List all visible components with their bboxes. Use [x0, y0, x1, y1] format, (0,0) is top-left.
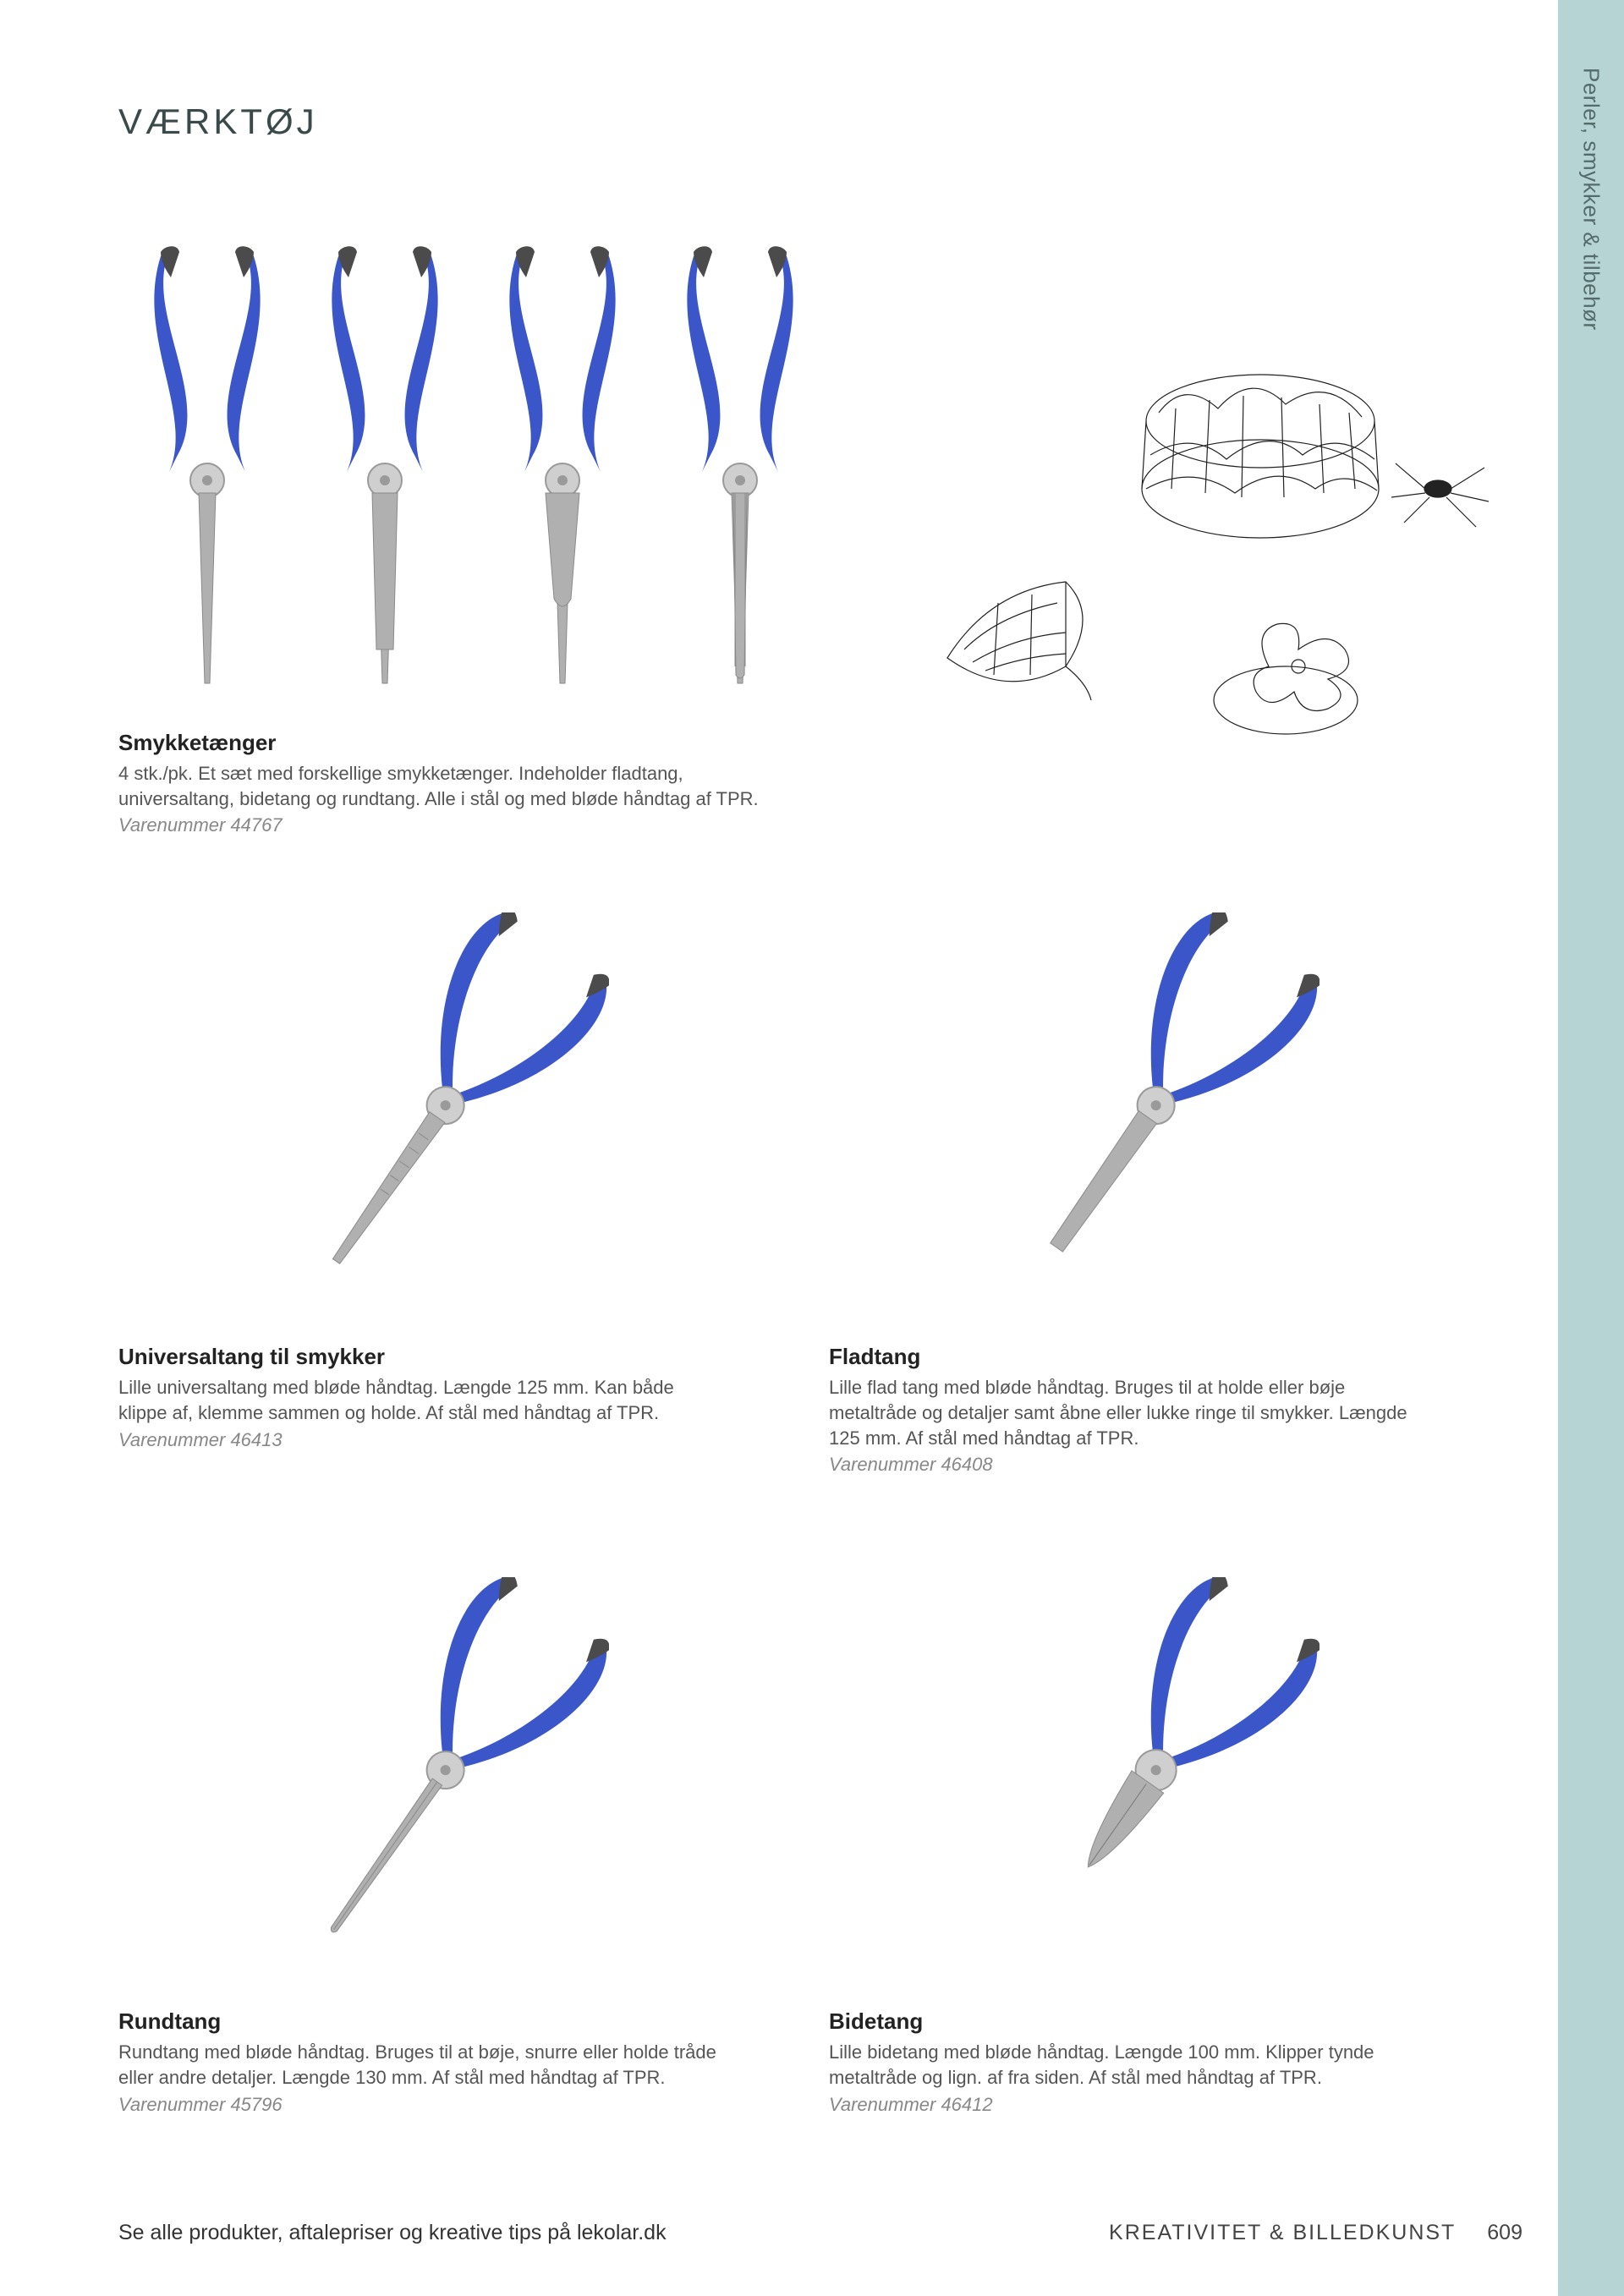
product-desc-universal: Lille universaltang med bløde håndtag. L…: [118, 1375, 727, 1425]
side-tab-label: Perler, smykker & tilbehør: [1578, 68, 1605, 331]
round-plier-illustration: [237, 1577, 609, 1983]
wire-jewelry-sketches: [905, 244, 1514, 836]
pliers-set-illustration: [118, 244, 854, 717]
page-footer: Se alle produkter, aftalepriser og kreat…: [118, 2221, 1522, 2245]
top-row: Smykketænger 4 stk./pk. Et sæt med forsk…: [118, 244, 1506, 836]
product-sku-round: Varenummer 45796: [118, 2094, 727, 2116]
product-universal: Universaltang til smykker Lille universa…: [118, 896, 727, 1476]
product-side: Bidetang Lille bidetang med bløde håndta…: [829, 1560, 1438, 2115]
product-desc-flat: Lille flad tang med bløde håndtag. Bruge…: [829, 1375, 1438, 1450]
product-sku-flat: Varenummer 46408: [829, 1454, 1438, 1476]
product-desc-set: 4 stk./pk. Et sæt med forskellige smykke…: [118, 761, 795, 811]
product-title-side: Bidetang: [829, 2008, 1438, 2035]
product-round: Rundtang Rundtang med bløde håndtag. Bru…: [118, 1560, 727, 2115]
product-grid: Universaltang til smykker Lille universa…: [118, 896, 1506, 2115]
universal-plier-illustration: [237, 912, 609, 1318]
page-heading: VÆRKTØJ: [118, 101, 1506, 142]
product-sku-universal: Varenummer 46413: [118, 1429, 727, 1451]
footer-left-text: Se alle produkter, aftalepriser og kreat…: [118, 2221, 667, 2245]
footer-section: KREATIVITET & BILLEDKUNST: [1109, 2221, 1456, 2244]
section-side-tab: Perler, smykker & tilbehør: [1558, 0, 1624, 2296]
product-sku-side: Varenummer 46412: [829, 2094, 1438, 2116]
footer-page-number: 609: [1487, 2221, 1522, 2244]
product-desc-side: Lille bidetang med bløde håndtag. Længde…: [829, 2040, 1438, 2090]
flat-plier-illustration: [947, 912, 1320, 1318]
catalog-page: Perler, smykker & tilbehør VÆRKTØJ: [0, 0, 1624, 2296]
product-title-universal: Universaltang til smykker: [118, 1344, 727, 1370]
side-cutter-illustration: [947, 1577, 1320, 1983]
product-flat: Fladtang Lille flad tang med bløde håndt…: [829, 896, 1438, 1476]
product-title-round: Rundtang: [118, 2008, 727, 2035]
product-title-set: Smykketænger: [118, 730, 854, 756]
pliers-set-block: Smykketænger 4 stk./pk. Et sæt med forsk…: [118, 244, 854, 836]
product-title-flat: Fladtang: [829, 1344, 1438, 1370]
footer-right: KREATIVITET & BILLEDKUNST 609: [1109, 2221, 1522, 2245]
product-sku-set: Varenummer 44767: [118, 814, 854, 836]
product-desc-round: Rundtang med bløde håndtag. Bruges til a…: [118, 2040, 727, 2090]
